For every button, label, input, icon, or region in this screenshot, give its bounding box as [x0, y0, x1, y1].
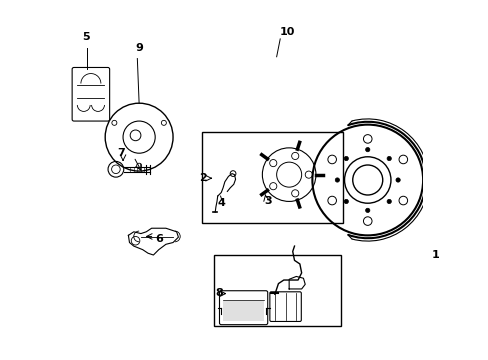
Text: 5: 5 — [81, 32, 89, 42]
Text: 6: 6 — [155, 234, 163, 244]
FancyBboxPatch shape — [269, 292, 301, 321]
Circle shape — [365, 208, 369, 212]
Text: 4: 4 — [217, 198, 225, 208]
Circle shape — [335, 178, 339, 182]
Circle shape — [344, 156, 348, 161]
Text: 2: 2 — [199, 173, 207, 183]
Bar — [223, 300, 263, 321]
Text: 1: 1 — [431, 250, 439, 260]
Circle shape — [344, 199, 348, 204]
Circle shape — [386, 199, 390, 204]
Text: 7: 7 — [117, 148, 125, 158]
Circle shape — [395, 178, 400, 182]
Text: 10: 10 — [279, 27, 294, 37]
Text: 9: 9 — [135, 43, 143, 53]
FancyBboxPatch shape — [219, 291, 267, 325]
Bar — [214, 255, 340, 327]
Bar — [201, 132, 342, 223]
Circle shape — [365, 148, 369, 152]
FancyBboxPatch shape — [72, 67, 109, 121]
Circle shape — [386, 156, 390, 161]
Text: 3: 3 — [264, 197, 271, 206]
Text: 8: 8 — [215, 288, 223, 297]
